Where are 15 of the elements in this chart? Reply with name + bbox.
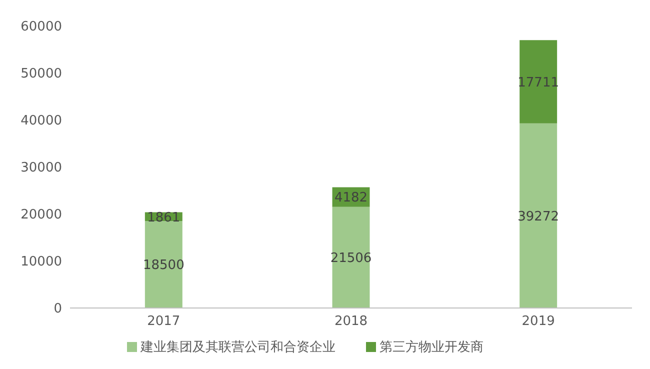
bar [520,123,558,308]
y-tick-label: 20000 [20,208,62,223]
y-tick-label: 30000 [20,160,62,176]
y-tick-label: 40000 [20,114,62,129]
legend-label: 建业集团及其联营公司和合资企业 [140,340,336,355]
x-tick-label: 2018 [334,314,368,330]
legend-label: 第三方物业开发商 [380,340,484,355]
x-tick-label: 2019 [522,314,555,330]
y-tick-label: 50000 [20,66,62,82]
data-label: 4182 [334,190,368,206]
x-tick-label: 2017 [147,314,180,330]
y-tick-label: 10000 [20,254,62,270]
y-tick-label: 60000 [20,20,62,35]
y-tick-label: 0 [54,302,62,317]
bar [332,206,370,308]
